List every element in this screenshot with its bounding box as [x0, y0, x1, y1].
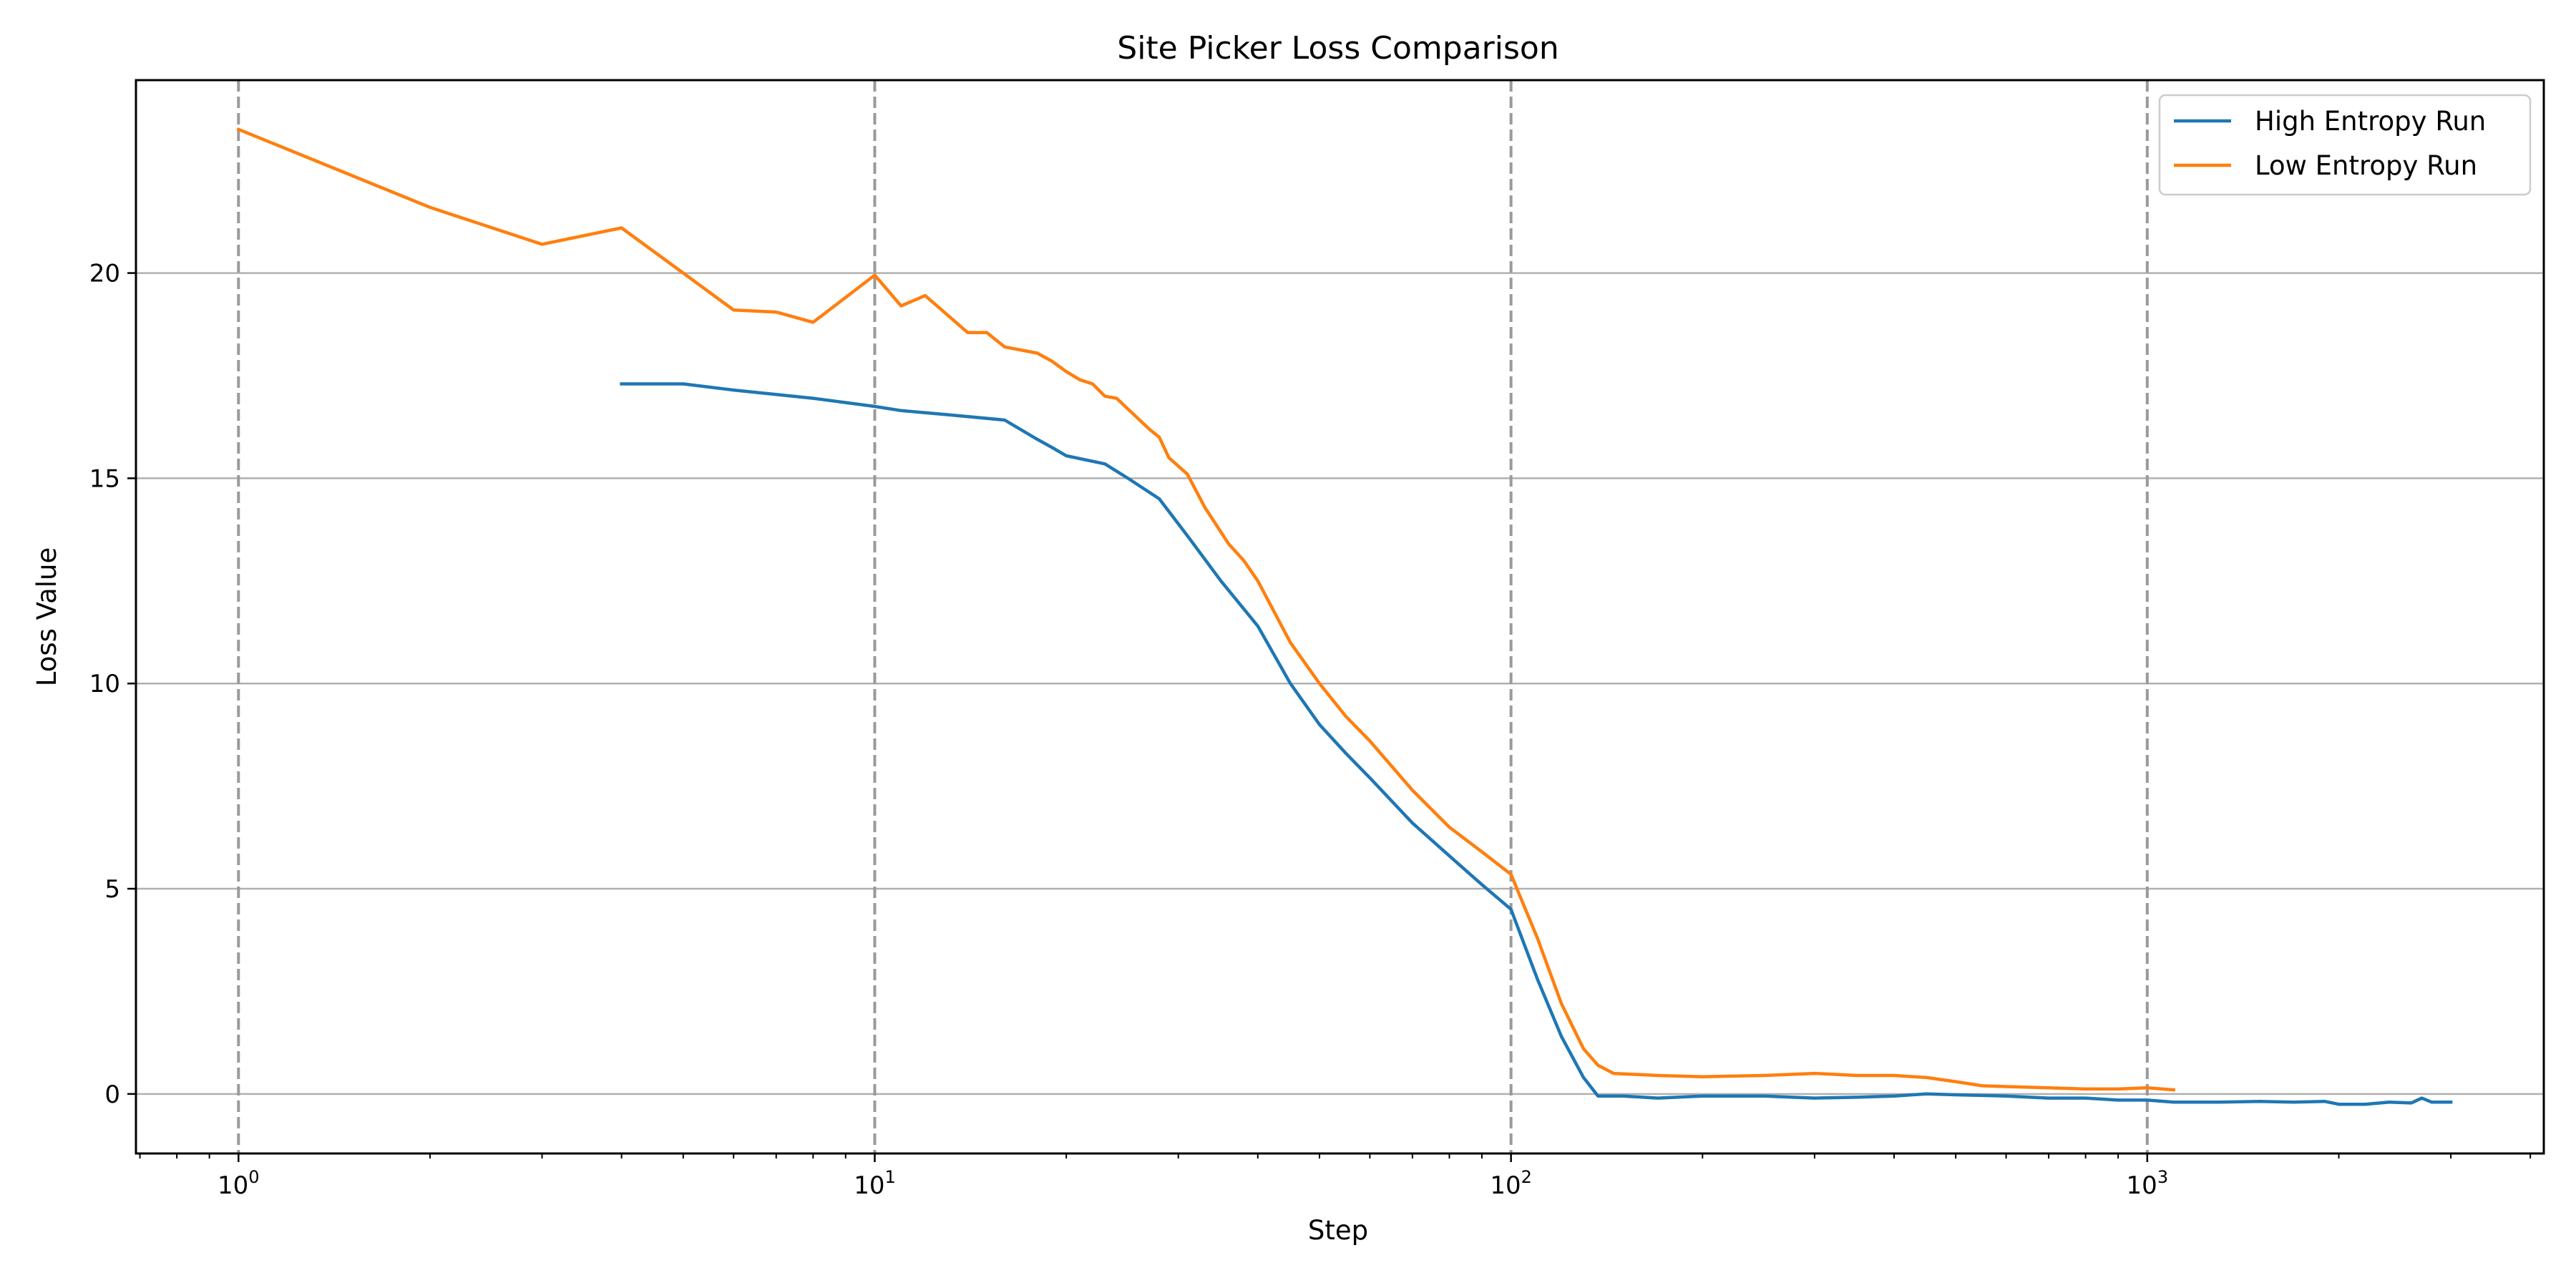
legend-label: High Entropy Run — [2255, 106, 2486, 137]
y-tick-label: 0 — [104, 1080, 120, 1109]
y-tick-label: 5 — [104, 875, 120, 904]
y-tick-label: 15 — [89, 464, 120, 493]
series-line-high-entropy — [620, 382, 2453, 1106]
x-tick-label: 101 — [854, 1167, 896, 1200]
series-line-low-entropy — [236, 127, 2176, 1092]
legend-label: Low Entropy Run — [2255, 150, 2477, 181]
y-tick-label: 20 — [89, 260, 120, 288]
axes-frame — [135, 79, 2545, 1155]
chart-title: Site Picker Loss Comparison — [1117, 30, 1558, 67]
x-axis-title: Step — [1308, 1215, 1368, 1246]
y-tick-label: 10 — [89, 670, 120, 698]
plot-area: 0 5 10 15 20 100 101 102 103 High Entropy Run Low … — [89, 79, 2545, 1200]
x-tick-label: 100 — [218, 1167, 260, 1200]
x-tick-label: 103 — [2127, 1167, 2169, 1200]
legend-box — [2158, 94, 2532, 196]
y-axis-title: Loss Value — [31, 547, 62, 687]
x-tick-label: 102 — [1490, 1167, 1532, 1200]
